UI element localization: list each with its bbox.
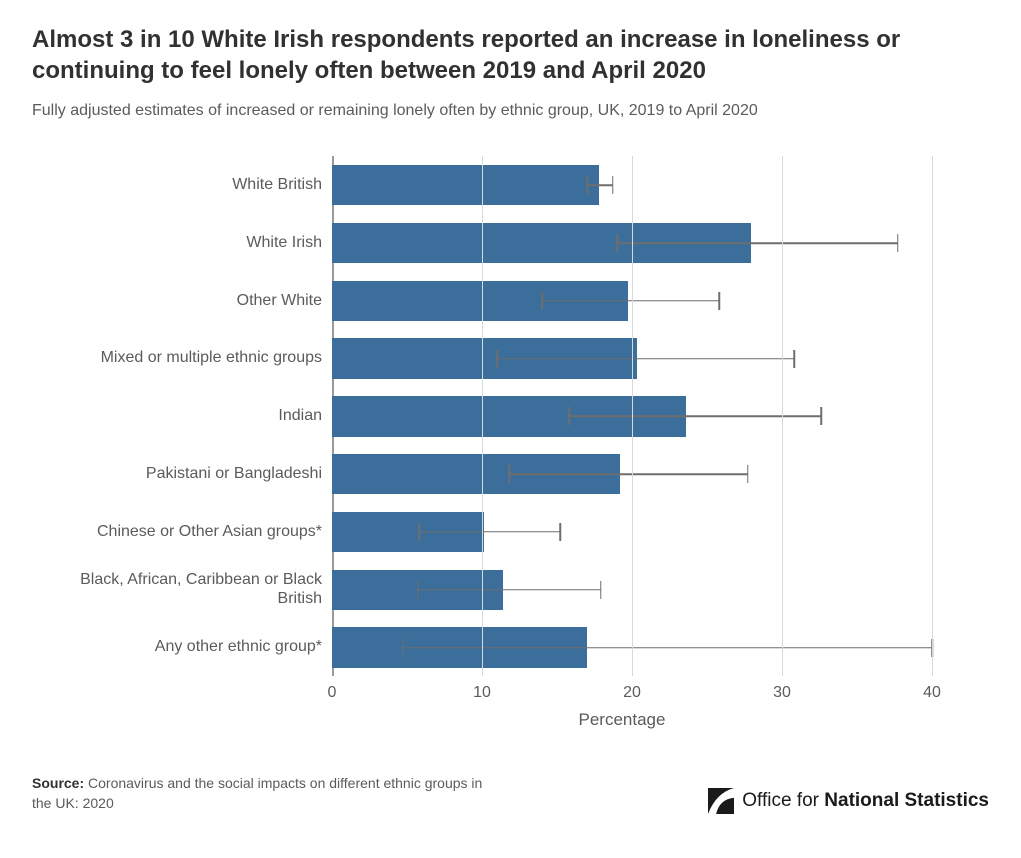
- source-body: Coronavirus and the social impacts on di…: [32, 775, 482, 811]
- error-bar-cap: [718, 292, 720, 310]
- error-bar-cap: [541, 292, 543, 310]
- category-label: White British: [72, 156, 322, 214]
- chart-subtitle: Fully adjusted estimates of increased or…: [32, 102, 989, 120]
- category-label: Chinese or Other Asian groups*: [72, 503, 322, 561]
- error-bar-cap: [793, 350, 795, 368]
- error-bar-line: [587, 185, 613, 187]
- error-bar-line: [569, 416, 821, 418]
- error-bar-cap: [508, 465, 510, 483]
- grid-line: [932, 156, 933, 676]
- x-tick-label: 40: [923, 684, 941, 702]
- chart-title: Almost 3 in 10 White Irish respondents r…: [32, 24, 989, 86]
- x-axis-title: Percentage: [322, 710, 922, 730]
- error-bar-line: [509, 473, 748, 475]
- source-text: Source: Coronavirus and the social impac…: [32, 774, 492, 813]
- category-label: Mixed or multiple ethnic groups: [72, 330, 322, 388]
- error-bar-cap: [600, 581, 602, 599]
- x-tick-label: 20: [623, 684, 641, 702]
- logo-prefix: Office for: [742, 790, 819, 811]
- grid-line: [632, 156, 633, 676]
- error-bar-cap: [417, 581, 419, 599]
- error-bar-cap: [747, 465, 749, 483]
- error-bar-line: [617, 242, 898, 244]
- chart-container: White BritishWhite IrishOther WhiteMixed…: [72, 156, 989, 696]
- error-bar-line: [419, 531, 560, 533]
- x-tick-label: 10: [473, 684, 491, 702]
- error-bar-cap: [559, 523, 561, 541]
- x-tick-label: 0: [328, 684, 337, 702]
- error-bar-cap: [568, 407, 570, 425]
- category-labels-column: White BritishWhite IrishOther WhiteMixed…: [72, 156, 332, 676]
- category-label: Pakistani or Bangladeshi: [72, 445, 322, 503]
- x-tick-label: 30: [773, 684, 791, 702]
- category-label: White Irish: [72, 214, 322, 272]
- category-label: Black, African, Caribbean or Black Briti…: [72, 561, 322, 619]
- logo-bold: National Statistics: [824, 790, 989, 811]
- ons-logo-icon: [708, 788, 734, 814]
- category-label: Other White: [72, 272, 322, 330]
- ons-logo: Office for National Statistics: [708, 788, 989, 814]
- footer: Source: Coronavirus and the social impac…: [32, 774, 989, 813]
- error-bar-cap: [897, 234, 899, 252]
- category-label: Indian: [72, 387, 322, 445]
- plot-area: 010203040: [332, 156, 932, 696]
- error-bar-cap: [402, 639, 404, 657]
- error-bar-cap: [820, 407, 822, 425]
- bar: [332, 165, 599, 205]
- error-bar-cap: [496, 350, 498, 368]
- error-bar-line: [497, 358, 794, 360]
- grid-line: [782, 156, 783, 676]
- grid-line: [482, 156, 483, 676]
- error-bar-cap: [612, 176, 614, 194]
- error-bar-cap: [616, 234, 618, 252]
- error-bar-line: [542, 300, 719, 302]
- error-bar-cap: [586, 176, 588, 194]
- source-label: Source:: [32, 775, 84, 791]
- category-label: Any other ethnic group*: [72, 619, 322, 677]
- error-bar-line: [418, 589, 601, 591]
- error-bar-cap: [418, 523, 420, 541]
